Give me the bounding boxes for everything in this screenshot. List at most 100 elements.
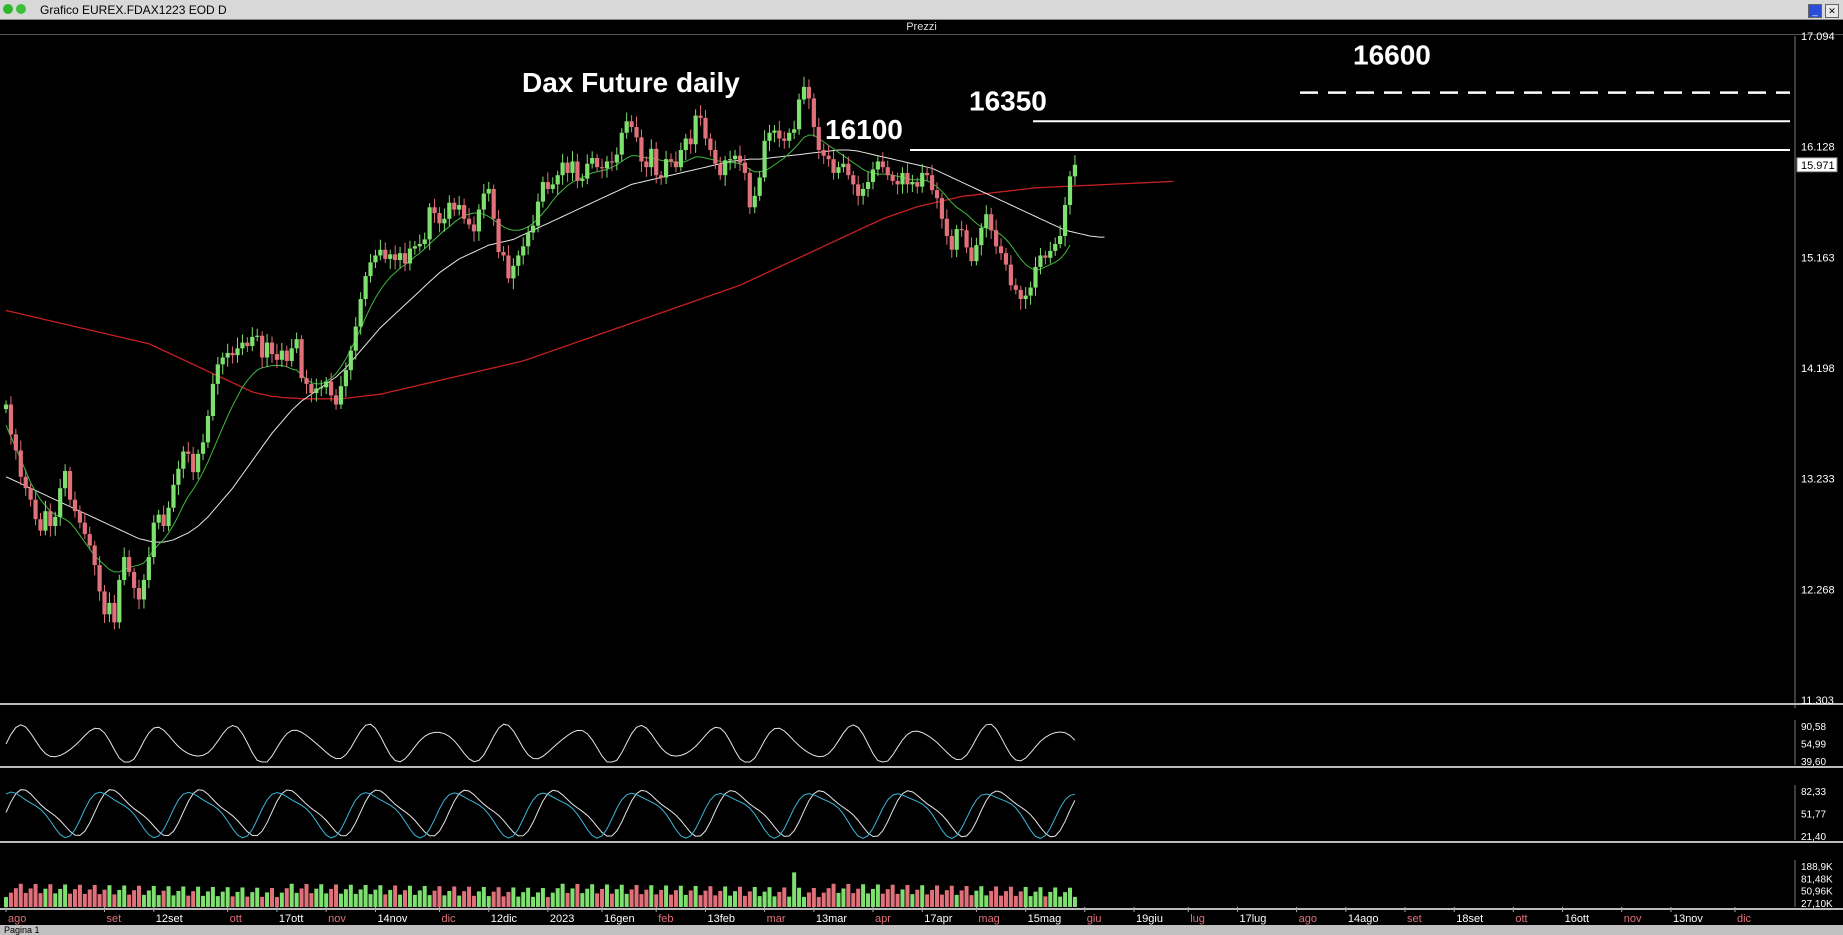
candle-body xyxy=(476,209,481,232)
x-tick-label: 2023 xyxy=(550,913,574,925)
volume-bar xyxy=(742,895,747,907)
candle-body xyxy=(787,132,792,141)
candle-body xyxy=(393,254,398,261)
x-tick-label: 13feb xyxy=(707,913,735,925)
volume-bar xyxy=(1018,891,1023,907)
volume-bar xyxy=(1043,896,1048,907)
minimize-icon[interactable]: _ xyxy=(1808,4,1822,18)
candle-body xyxy=(673,161,679,168)
candle-body xyxy=(570,161,575,173)
volume-bar xyxy=(442,895,447,907)
volume-bar xyxy=(388,889,393,907)
candle-body xyxy=(880,161,885,168)
candle-body xyxy=(678,149,683,168)
volume-bar xyxy=(954,894,959,907)
price-tick-label: 13.233 xyxy=(1801,474,1835,486)
candle-body xyxy=(718,163,723,176)
candle-body xyxy=(284,350,289,361)
volume-bar xyxy=(363,884,368,907)
volume-bar xyxy=(235,891,240,907)
candle-body xyxy=(708,138,713,150)
volume-bar xyxy=(511,887,516,907)
volume-bar xyxy=(137,885,141,907)
candle-body xyxy=(1028,287,1033,296)
volume-bar xyxy=(870,888,875,907)
candle-body xyxy=(575,161,580,181)
volume-bar xyxy=(481,886,486,907)
price-tick-label: 11.303 xyxy=(1801,695,1834,707)
oscillator-tick-label: 54,99 xyxy=(1801,740,1826,751)
candle-body xyxy=(141,579,147,600)
volume-bar xyxy=(255,887,260,907)
candle-body xyxy=(801,86,807,100)
volume-bar xyxy=(496,887,501,907)
candle-body xyxy=(324,381,329,388)
volume-bar xyxy=(811,887,816,907)
candle-body xyxy=(560,162,565,176)
volume-bar xyxy=(250,892,255,907)
candle-body xyxy=(388,254,393,259)
volume-bar xyxy=(471,895,476,907)
candle-body xyxy=(752,195,757,208)
status-bar: Pagina 1 xyxy=(0,925,1843,935)
volume-bar xyxy=(146,890,151,907)
x-tick-label: 13mar xyxy=(816,913,848,925)
candle-body xyxy=(131,571,137,588)
volume-bar xyxy=(1053,887,1058,907)
candle-body xyxy=(250,336,255,347)
volume-bar xyxy=(171,895,176,907)
volume-bar xyxy=(984,895,989,907)
candle-body xyxy=(545,182,550,189)
volume-bar xyxy=(427,895,432,907)
volume-bar xyxy=(225,887,230,907)
volume-bar xyxy=(8,892,13,907)
candle-body xyxy=(649,148,654,168)
x-tick-label: mar xyxy=(767,913,786,925)
volume-bar xyxy=(343,889,348,907)
oscillator-tick-label: 21,40 xyxy=(1801,832,1826,843)
candle-body xyxy=(58,488,63,517)
volume-bar xyxy=(703,890,708,907)
volume-bar xyxy=(151,885,156,907)
volume-bar xyxy=(501,896,506,907)
candle-body xyxy=(964,230,969,248)
candle-body xyxy=(934,190,940,199)
close-icon[interactable]: ✕ xyxy=(1825,4,1839,18)
candle-body xyxy=(43,511,48,531)
volume-bar xyxy=(38,893,43,907)
moving-average-mid xyxy=(5,149,1105,543)
volume-bar xyxy=(816,897,821,907)
candle-body xyxy=(659,175,664,178)
volume-bar xyxy=(398,894,403,907)
volume-bar xyxy=(782,887,787,907)
volume-bar xyxy=(1023,886,1028,907)
green-dot-icon xyxy=(3,4,13,14)
volume-bar xyxy=(841,888,846,907)
candle-body xyxy=(176,468,181,485)
green-dot-icon xyxy=(16,4,26,14)
volume-bar xyxy=(161,890,166,907)
volume-bar xyxy=(757,896,762,907)
x-tick-label: 18set xyxy=(1456,913,1483,925)
candle-body xyxy=(230,352,235,356)
window-titlebar: Grafico EUREX.FDAX1223 EOD D _ ✕ xyxy=(0,0,1843,20)
volume-bar xyxy=(836,892,841,907)
volume-bar xyxy=(875,884,880,907)
candle-body xyxy=(33,499,38,520)
candle-body xyxy=(117,579,122,623)
volume-bar xyxy=(772,896,777,907)
volume-bar xyxy=(964,885,969,907)
volume-bar xyxy=(585,888,590,907)
candle-body xyxy=(156,514,161,523)
candle-body xyxy=(127,557,132,572)
candle-body xyxy=(437,213,442,224)
candle-body xyxy=(949,235,954,250)
volume-bar xyxy=(486,896,491,907)
volume-bar xyxy=(550,892,555,907)
candle-body xyxy=(196,453,201,473)
volume-bar xyxy=(1058,896,1063,907)
candle-body xyxy=(742,162,747,173)
volume-bar xyxy=(48,884,53,907)
volume-bar xyxy=(609,893,614,907)
